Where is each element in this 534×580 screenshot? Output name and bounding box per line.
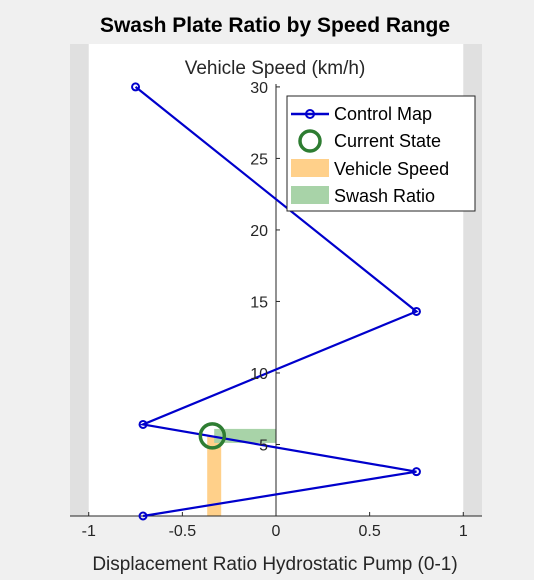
data-point-control-map — [138, 419, 148, 429]
data-point-control-map — [411, 306, 421, 316]
legend-label-control-map: Control Map — [334, 104, 432, 124]
x-tick-label: -0.5 — [169, 523, 197, 540]
y-tick-label: 15 — [250, 294, 268, 311]
chart-title: Swash Plate Ratio by Speed Range — [100, 14, 450, 37]
current-state-marker — [198, 422, 227, 450]
x-tick-label: 0.5 — [359, 523, 381, 540]
x-tick-label: -1 — [82, 523, 96, 540]
control-map-series — [131, 82, 421, 521]
y-tick-label: 10 — [250, 366, 268, 383]
x-tick-label: 1 — [459, 523, 468, 540]
x-axis-label: Displacement Ratio Hydrostatic Pump (0-1… — [92, 554, 457, 575]
legend-label-vehicle-speed: Vehicle Speed — [334, 159, 449, 179]
legend-current-state-marker — [298, 129, 322, 153]
legend-label-swash-ratio: Swash Ratio — [334, 186, 435, 206]
y-tick-label: 5 — [259, 437, 268, 454]
y-tick-label: 25 — [250, 151, 268, 168]
legend[interactable]: Control Map Current State Vehicle Speed … — [286, 95, 476, 212]
shade-left — [70, 44, 89, 516]
legend-vehicle-speed-swatch — [291, 159, 329, 177]
data-point-control-map — [131, 82, 141, 92]
legend-swash-ratio-swatch — [291, 186, 329, 204]
current-state-point — [198, 422, 227, 450]
data-point-control-map — [411, 467, 421, 477]
x-tick-label: 0 — [272, 523, 281, 540]
legend-control-map-marker — [305, 109, 315, 119]
series-line-control-map — [134, 86, 419, 518]
vehicle-speed-bar — [207, 435, 222, 516]
y-tick-label: 30 — [250, 80, 268, 97]
data-point-control-map — [138, 511, 148, 521]
legend-label-current-state: Current State — [334, 131, 441, 151]
y-tick-label: 20 — [250, 223, 268, 240]
y-axis-label: Vehicle Speed (km/h) — [185, 58, 366, 79]
